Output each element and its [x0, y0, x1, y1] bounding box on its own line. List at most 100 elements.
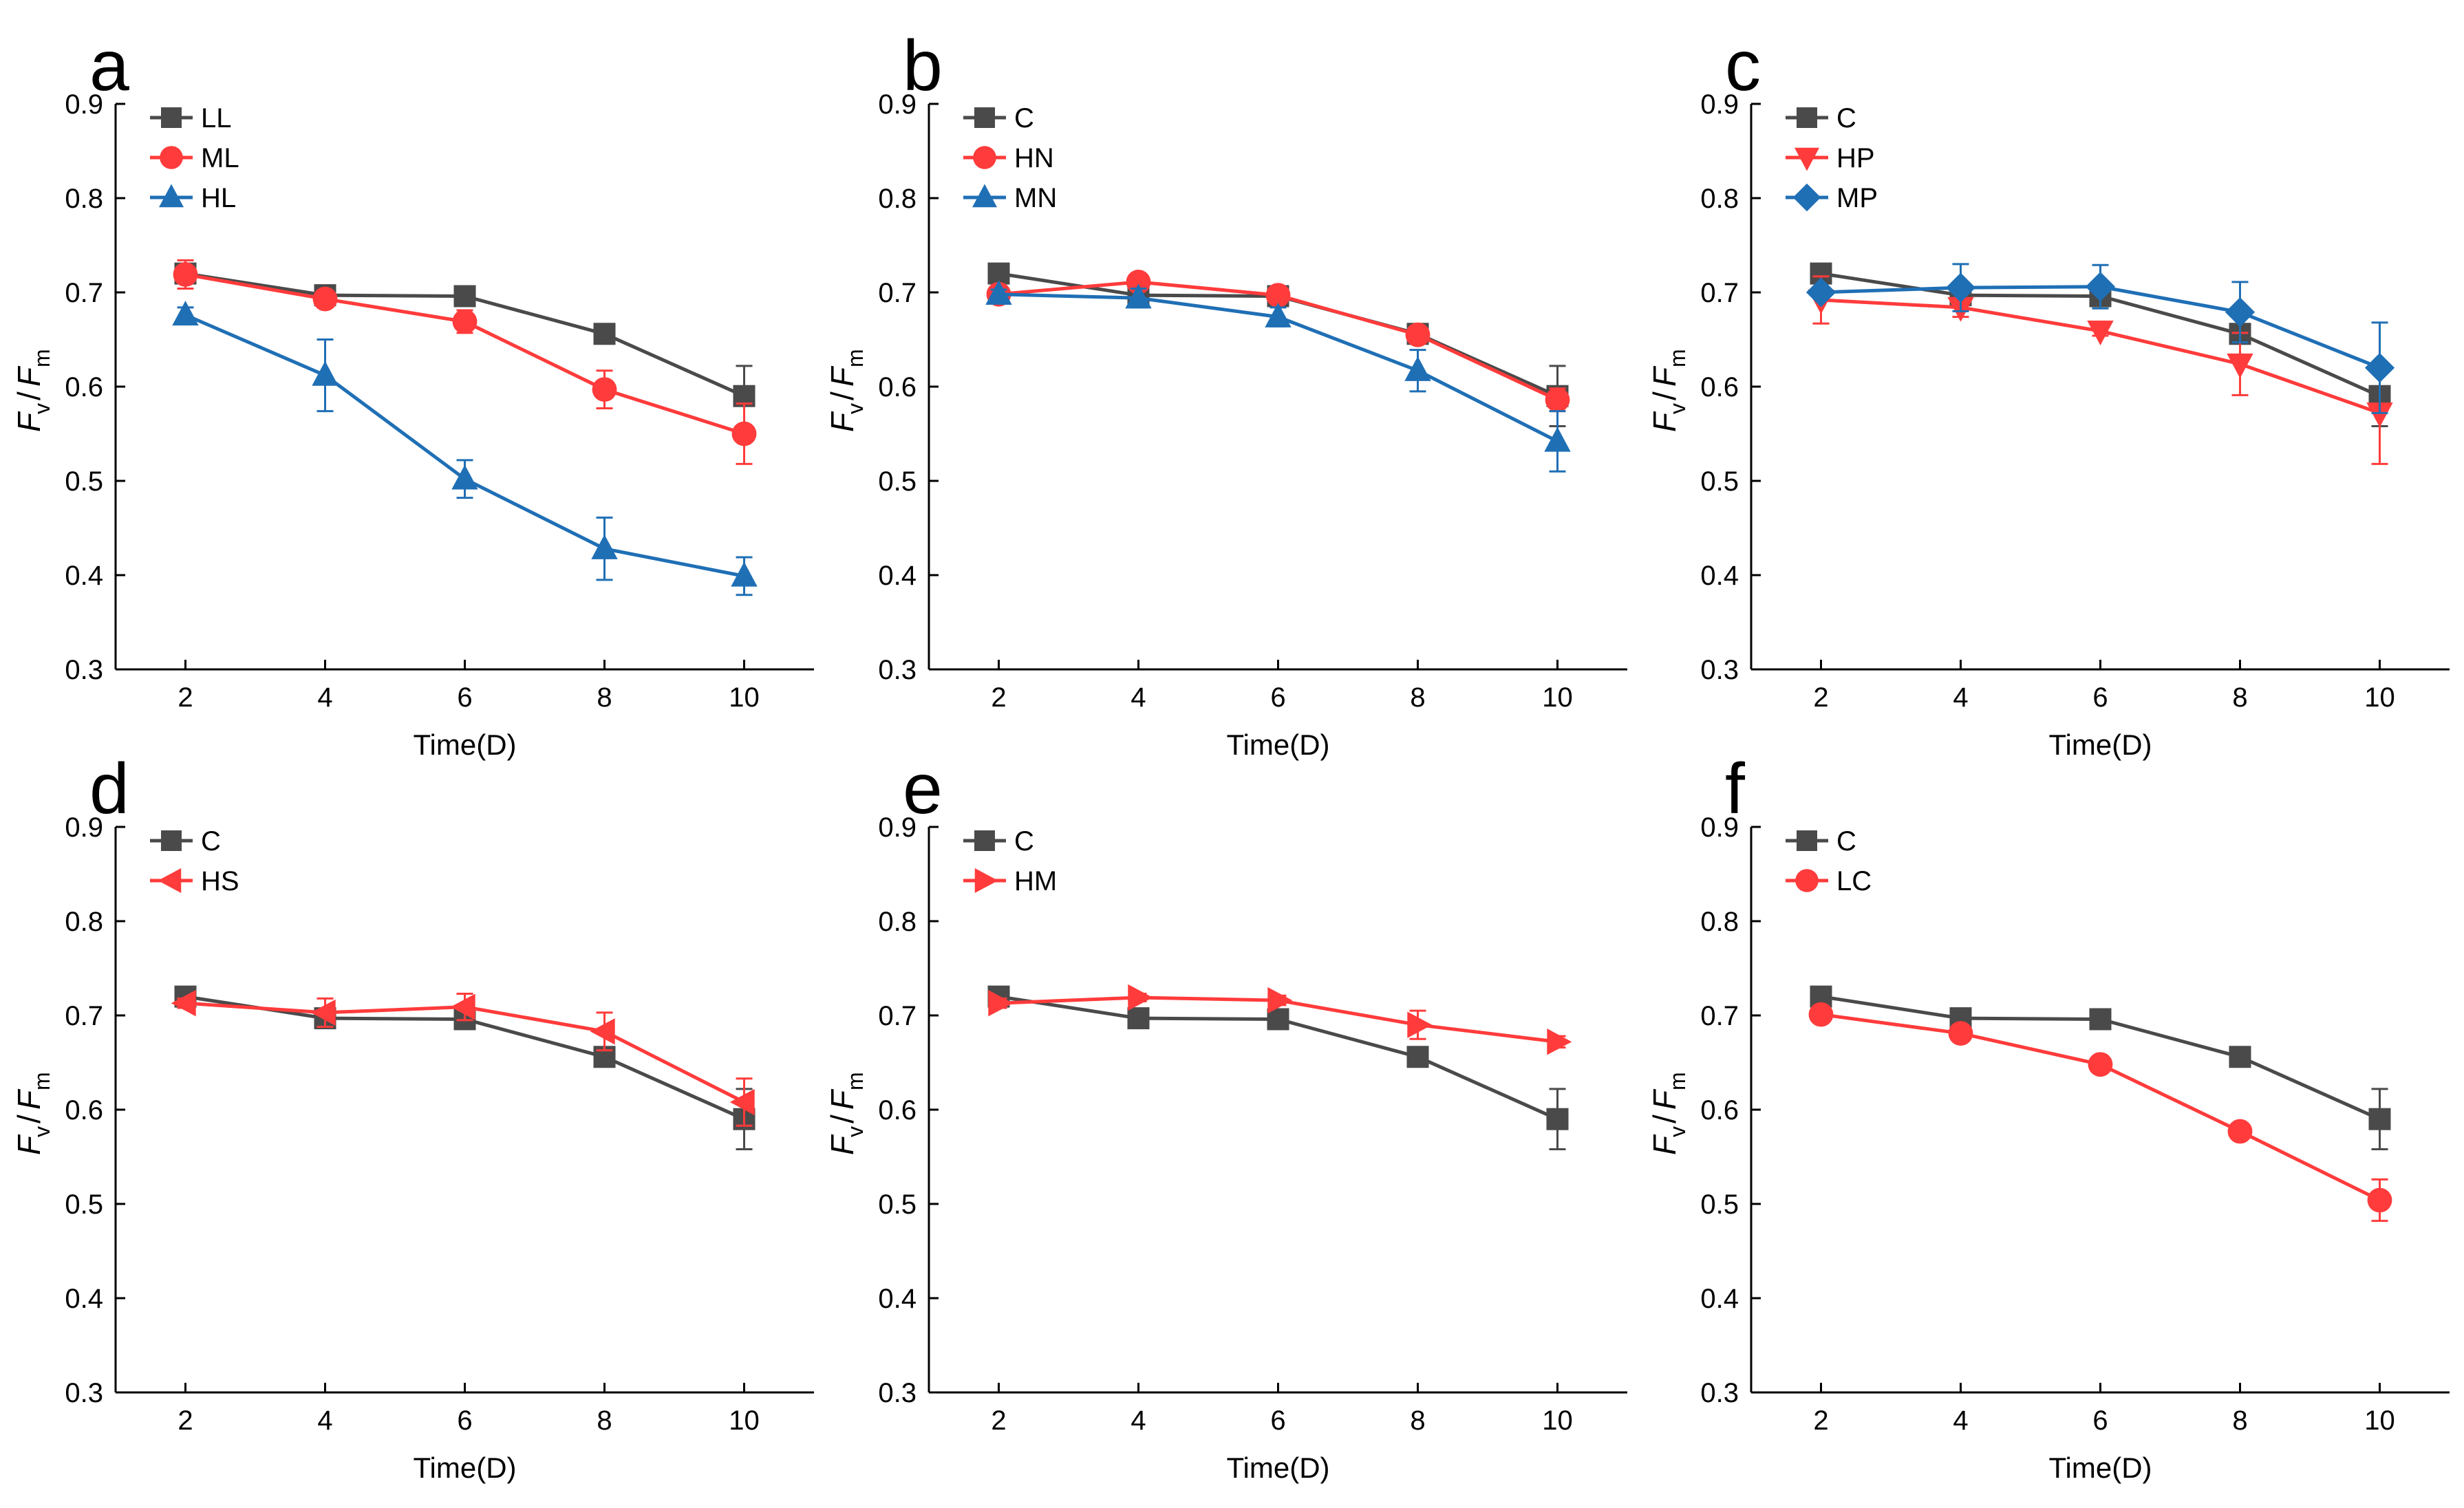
data-point	[172, 301, 199, 326]
series-HL: HL	[150, 183, 758, 596]
data-point	[1545, 387, 1570, 413]
y-label-slash: /	[1647, 391, 1682, 400]
legend-label: HL	[201, 183, 236, 213]
x-tick-label: 4	[1953, 1405, 1968, 1436]
panel-e: 0.3 0.4 0.5 0.6 0.7 0.8 0.9 2 4 6 8 10 e Time(D) Fv / Fm…	[824, 749, 1627, 1484]
legend-marker	[159, 184, 184, 208]
data-point	[2089, 1008, 2112, 1031]
data-point	[173, 262, 198, 287]
x-tick-label: 8	[2232, 1405, 2247, 1436]
data-point	[1948, 1021, 1973, 1046]
x-tick-label: 6	[457, 1405, 472, 1436]
data-point	[310, 999, 336, 1026]
legend-label: C	[1836, 103, 1856, 133]
y-tick-label: 0.8	[65, 907, 103, 937]
x-tick-label: 8	[2232, 682, 2247, 713]
y-label-sub: m	[843, 1072, 868, 1090]
y-tick-label: 0.6	[878, 1095, 917, 1125]
y-tick-label: 0.3	[1700, 655, 1739, 685]
data-point	[453, 285, 476, 308]
data-point	[171, 989, 196, 1017]
x-tick-label: 2	[178, 1405, 193, 1436]
y-tick-label: 0.3	[65, 1378, 103, 1408]
y-tick-label: 0.7	[1700, 1001, 1739, 1031]
y-label-sub: m	[1665, 349, 1690, 367]
legend-marker	[160, 146, 183, 169]
y-tick-label: 0.6	[65, 372, 103, 402]
x-tick-label: 2	[178, 682, 193, 713]
series-line	[1821, 1013, 2381, 1202]
legend-label: LC	[1836, 866, 1872, 896]
y-tick-label: 0.4	[65, 1284, 103, 1314]
y-tick-label: 0.9	[878, 812, 917, 843]
y-label-main: F	[824, 411, 860, 432]
y-label-sub: v	[30, 403, 54, 414]
x-tick-label: 4	[317, 682, 332, 713]
x-axis-label: Time(D)	[2048, 1452, 2152, 1484]
y-label-sub: v	[30, 1126, 54, 1137]
y-tick-label: 0.6	[65, 1095, 103, 1125]
y-tick-label: 0.3	[65, 655, 103, 685]
x-tick-label: 4	[317, 1405, 332, 1436]
data-point	[1806, 277, 1836, 308]
y-label-main: F	[824, 1088, 860, 1110]
y-axis-label: Fv / Fm	[824, 1072, 868, 1155]
panel-c: 0.3 0.4 0.5 0.6 0.7 0.8 0.9 2 4 6 8 10 c Time(D) Fv / Fm…	[1647, 26, 2450, 761]
y-label-sub: v	[843, 403, 868, 414]
legend-marker	[972, 184, 997, 208]
y-tick-label: 0.7	[1700, 278, 1739, 308]
y-tick-label: 0.4	[1700, 1284, 1739, 1314]
y-axis-label: Fv / Fm	[824, 349, 868, 432]
panel-a: 0.3 0.4 0.5 0.6 0.7 0.8 0.9 2 4 6 8 10 a Time(D) Fv / Fm…	[11, 26, 814, 761]
y-label-sub: m	[1665, 1072, 1690, 1090]
series-MP: MP	[1786, 183, 2395, 414]
data-point	[1265, 283, 1291, 308]
y-label-main: F	[1647, 411, 1682, 432]
y-label-main: F	[11, 411, 47, 432]
legend-marker	[1797, 830, 1817, 851]
panel-letter: f	[1725, 749, 1746, 829]
legend-marker	[161, 830, 182, 851]
series-C: C	[150, 826, 756, 1151]
data-point	[1265, 302, 1292, 327]
data-point	[593, 323, 616, 345]
y-tick-label: 0.7	[878, 1001, 917, 1031]
y-label-slash: /	[824, 391, 860, 400]
x-tick-label: 2	[1813, 682, 1828, 713]
data-point	[729, 1088, 755, 1116]
y-tick-label: 0.8	[65, 184, 103, 214]
y-label-sub: m	[30, 1072, 54, 1090]
x-tick-label: 8	[1410, 682, 1425, 713]
data-point	[2364, 353, 2395, 383]
legend-label: MN	[1014, 183, 1057, 213]
panel-b: 0.3 0.4 0.5 0.6 0.7 0.8 0.9 2 4 6 8 10 b Time(D) Fv / Fm…	[824, 26, 1627, 761]
legend-label: C	[1014, 103, 1034, 133]
series-C: C	[1786, 826, 2391, 1151]
x-axis-label: Time(D)	[413, 729, 516, 761]
x-tick-label: 8	[1410, 1405, 1425, 1436]
y-tick-label: 0.9	[878, 89, 917, 120]
data-point	[2088, 1052, 2113, 1077]
y-tick-label: 0.3	[878, 655, 917, 685]
y-tick-label: 0.4	[1700, 561, 1739, 591]
data-point	[1125, 283, 1152, 309]
data-point	[1808, 1002, 1834, 1027]
y-tick-label: 0.7	[65, 278, 103, 308]
legend-marker	[974, 830, 995, 851]
y-tick-label: 0.4	[878, 1284, 917, 1314]
x-tick-label: 4	[1131, 682, 1146, 713]
y-label-main: F	[824, 1134, 860, 1155]
legend-marker	[1797, 107, 1817, 128]
data-point	[1544, 427, 1571, 452]
x-tick-label: 10	[2364, 1405, 2395, 1436]
x-tick-label: 4	[1953, 682, 1968, 713]
y-label-slash: /	[11, 391, 47, 400]
y-tick-label: 0.8	[878, 907, 917, 937]
data-point	[988, 989, 1014, 1017]
x-tick-label: 10	[2364, 682, 2395, 713]
y-tick-label: 0.5	[878, 1189, 917, 1220]
data-point	[450, 993, 475, 1020]
x-tick-label: 2	[1813, 1405, 1828, 1436]
panel-d: 0.3 0.4 0.5 0.6 0.7 0.8 0.9 2 4 6 8 10 d Time(D) Fv / Fm…	[11, 749, 814, 1484]
